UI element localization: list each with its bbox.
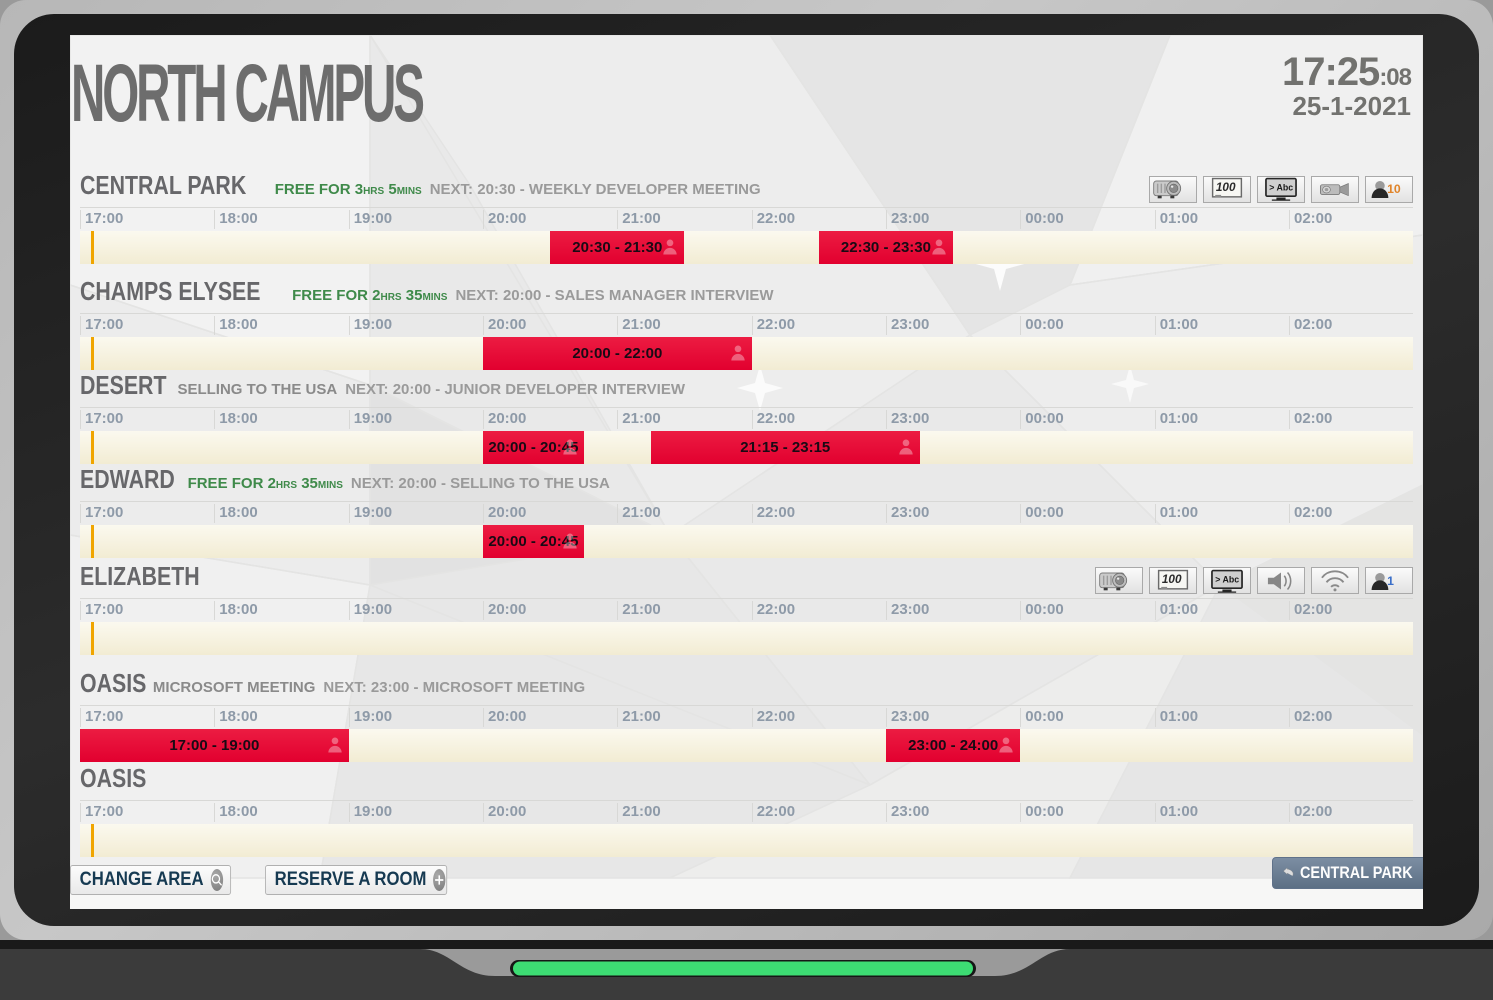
svg-text:100: 100	[1216, 181, 1236, 194]
svg-text:1: 1	[1387, 573, 1394, 587]
svg-text:10: 10	[1387, 182, 1401, 196]
svg-text:> Abc: > Abc	[1269, 183, 1293, 193]
svg-text:> Abc: > Abc	[1215, 574, 1239, 584]
svg-text:100: 100	[1162, 572, 1182, 585]
